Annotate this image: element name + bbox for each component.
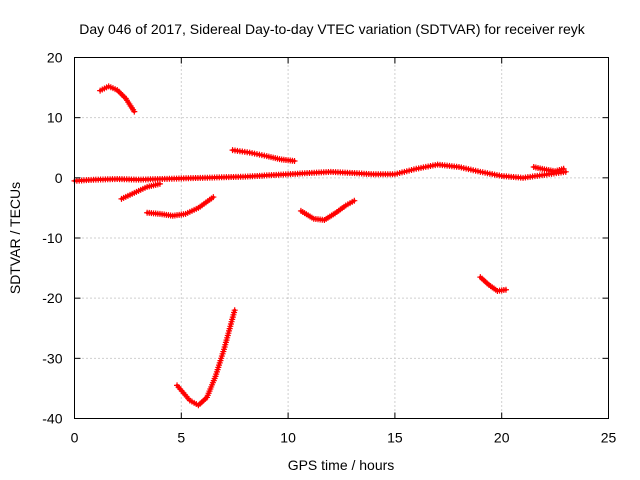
x-tick-label: 0 [71, 430, 79, 446]
y-tick-label: 10 [47, 110, 63, 126]
series-arc-main-baseline [71, 161, 569, 184]
data-marks [71, 83, 569, 409]
data-point [231, 307, 238, 314]
series-arc-neg6b [297, 197, 358, 223]
y-axis-label: SDTVAR / TECUs [7, 182, 23, 294]
data-point [291, 157, 298, 164]
series-arc-high-early [97, 83, 138, 115]
x-tick-label: 10 [280, 430, 296, 446]
series-arc-neg17 [477, 274, 509, 294]
y-tick-label: 20 [47, 50, 63, 66]
y-tick-label: 0 [55, 170, 63, 186]
data-point [156, 180, 163, 187]
x-tick-label: 15 [387, 430, 403, 446]
x-axis-label: GPS time / hours [288, 457, 395, 473]
tick-labels: 0 5 10 15 20 25 -40 -30 -20 -10 0 10 20 [42, 50, 616, 446]
data-point [562, 168, 569, 175]
series-arc-deep [174, 307, 238, 409]
x-tick-label: 25 [601, 430, 617, 446]
series-arc-plus4 [229, 147, 298, 164]
y-tick-label: -40 [42, 411, 62, 427]
y-tick-label: -10 [42, 230, 62, 246]
y-tick-label: -30 [42, 350, 62, 366]
axis-ticks [74, 57, 609, 419]
data-point [560, 165, 567, 172]
y-tick-label: -20 [42, 290, 62, 306]
chart-title: Day 046 of 2017, Sidereal Day-to-day VTE… [79, 21, 585, 37]
series-arc-neg6 [144, 194, 217, 219]
x-tick-label: 20 [494, 430, 510, 446]
data-point [210, 194, 217, 201]
x-tick-label: 5 [177, 430, 185, 446]
data-point [131, 108, 138, 115]
series-arc-low-dip [118, 180, 163, 202]
data-point [502, 286, 509, 293]
series-arc-upper-right [530, 164, 567, 175]
data-point [351, 197, 358, 204]
